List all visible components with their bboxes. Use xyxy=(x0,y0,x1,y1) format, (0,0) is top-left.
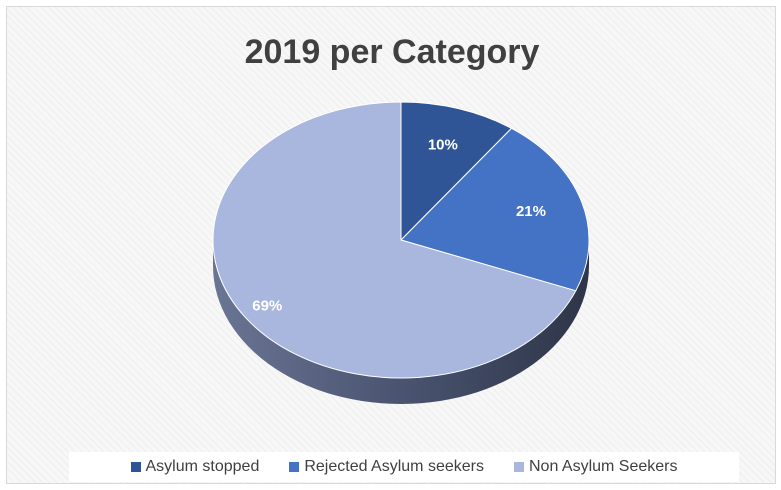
legend-label-rejected-asylum-seekers: Rejected Asylum seekers xyxy=(304,458,484,475)
legend-swatch-rejected-asylum-seekers xyxy=(289,462,300,472)
pie-side-wall xyxy=(213,240,589,404)
legend-swatch-asylum-stopped xyxy=(130,462,141,472)
legend-label-non-asylum-seekers: Non Asylum Seekers xyxy=(528,458,678,475)
data-label-asylum-stopped: 10% xyxy=(428,136,458,153)
data-label-rejected-asylum-seekers: 21% xyxy=(516,203,546,220)
legend: Asylum stopped Rejected Asylum seekers N… xyxy=(69,452,739,482)
legend-swatch-non-asylum-seekers xyxy=(513,462,524,472)
pie-slice-asylum-stopped xyxy=(400,101,513,242)
legend-item-non-asylum-seekers: Non Asylum Seekers xyxy=(513,458,678,476)
data-label-non-asylum-seekers: 69% xyxy=(252,298,282,315)
chart-area: 2019 per Category 10% 21% 69% Asylum stopp… xyxy=(6,6,776,484)
pie-slice-rejected-asylum-seekers xyxy=(400,127,590,292)
legend-item-asylum-stopped: Asylum stopped xyxy=(130,458,260,476)
chart-title: 2019 per Category xyxy=(244,33,540,71)
pie-chart: 10% 21% 69% xyxy=(212,101,590,404)
legend-label-asylum-stopped: Asylum stopped xyxy=(145,458,260,475)
legend-item-rejected-asylum-seekers: Rejected Asylum seekers xyxy=(289,458,484,476)
pie-slice-non-asylum-seekers xyxy=(212,101,577,379)
